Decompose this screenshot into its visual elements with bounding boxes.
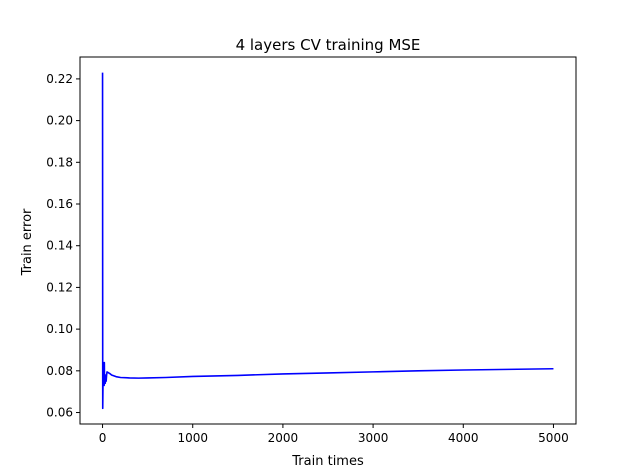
y-tick-label: 0.16 bbox=[46, 197, 73, 211]
x-tick-label: 5000 bbox=[538, 431, 569, 445]
x-tick-label: 3000 bbox=[358, 431, 389, 445]
plot-area: 0 1000 2000 3000 4000 5000 0.06 0.08 0.10 0.12 0.1… bbox=[46, 56, 577, 445]
y-tick-label: 0.18 bbox=[46, 155, 73, 169]
x-tick-label: 1000 bbox=[177, 431, 208, 445]
series-line-0 bbox=[101, 72, 554, 410]
x-tick-label: 0 bbox=[99, 431, 107, 445]
x-tick-label: 2000 bbox=[268, 431, 299, 445]
axes-frame bbox=[79, 56, 577, 425]
y-axis-label: Train error bbox=[20, 208, 35, 276]
y-tick-label: 0.06 bbox=[46, 406, 73, 420]
x-tick-label: 4000 bbox=[448, 431, 479, 445]
y-tick-label: 0.08 bbox=[46, 364, 73, 378]
y-tick-label: 0.12 bbox=[46, 280, 73, 294]
y-tick-label: 0.22 bbox=[46, 72, 73, 86]
y-tick-label: 0.10 bbox=[46, 322, 73, 336]
chart-title: 4 layers CV training MSE bbox=[236, 36, 421, 54]
y-tick-label: 0.20 bbox=[46, 114, 73, 128]
x-axis-label: Train times bbox=[291, 454, 364, 469]
y-tick-label: 0.14 bbox=[46, 239, 73, 253]
